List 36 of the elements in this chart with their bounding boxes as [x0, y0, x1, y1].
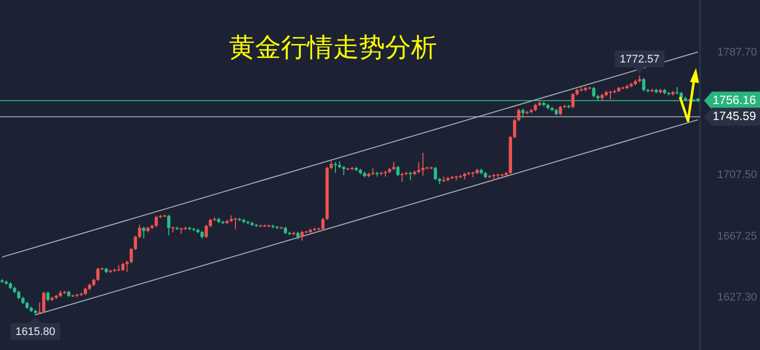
candlestick: [138, 224, 142, 239]
candlestick: [46, 291, 50, 302]
candlestick: [204, 224, 208, 239]
candlestick: [180, 227, 183, 234]
candlestick: [517, 108, 520, 122]
candlestick: [558, 105, 562, 116]
candlestick: [642, 77, 646, 92]
candlestick: [142, 226, 146, 239]
candlestick: [125, 260, 129, 273]
candlestick: [134, 235, 138, 251]
candlestick: [434, 166, 438, 181]
candlestick: [342, 165, 346, 176]
ref-line-label: 1745.59: [712, 108, 756, 123]
candlestick: [321, 217, 325, 231]
y-tick-label: 1667.25: [717, 230, 757, 242]
candlestick: [167, 214, 170, 236]
candlestick: [592, 86, 596, 98]
ref-line-label: 1756.16: [712, 92, 756, 107]
candlestick: [154, 215, 158, 228]
candlestick: [130, 247, 133, 264]
candlestick: [421, 152, 425, 176]
candlestick: [396, 165, 400, 177]
y-tick-label: 1707.50: [717, 168, 757, 181]
candlestick: [512, 118, 516, 139]
annotation: 1772.57: [620, 53, 660, 66]
text: 黄金行情走势分析: [229, 33, 437, 63]
candlestick: [417, 162, 420, 174]
candlestick: [42, 291, 46, 314]
annotation: 1615.80: [16, 326, 56, 338]
candlestick: [300, 230, 304, 242]
candlestick: [96, 267, 100, 282]
candlestick: [571, 92, 575, 109]
y-tick-label: 1627.30: [717, 291, 757, 304]
y-tick-label: 1787.70: [717, 46, 757, 58]
candlestick: [234, 217, 238, 230]
candlestick: [675, 86, 679, 95]
